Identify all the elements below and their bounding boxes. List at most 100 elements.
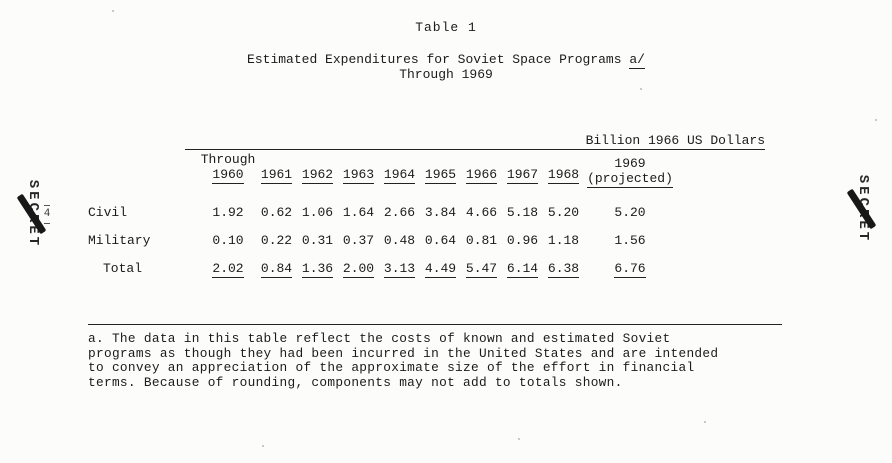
scan-speck [112,10,114,12]
table-cell: 2.66 [379,198,420,226]
col-header-label: 1961 [260,167,293,184]
table-cell: 0.22 [256,226,297,254]
cell-value: 2.66 [383,204,416,220]
cell-value: 5.47 [465,260,498,278]
margin-tick [44,205,50,206]
col-header-1961: 1961 [256,150,297,198]
table-cell: 1.92 [200,198,256,226]
scan-speck [518,438,520,440]
cell-value: 0.81 [465,232,498,248]
footnote-line: programs as though they had been incurre… [88,345,719,361]
title-text: Estimated Expenditures for Soviet Space … [247,52,622,67]
col-header-label: 1964 [383,167,416,184]
cell-value: 3.13 [383,260,416,278]
col-header-line: 1960 [212,167,244,184]
cell-value: 6.76 [614,260,646,278]
cell-value: 5.20 [547,204,580,220]
cell-value: 0.10 [212,232,244,248]
table-cell: 1.36 [297,254,338,282]
col-header-1963: 1963 [338,150,379,198]
table-cell: 0.62 [256,198,297,226]
cell-value: 1.06 [301,204,334,220]
margin-tick [44,223,50,224]
table-cell: 6.76 [584,254,676,282]
cell-value: 1.92 [212,204,244,220]
cell-value: 1.56 [614,232,646,248]
footnote: a. The data in this table reflect the co… [88,324,782,390]
col-header-label: 1966 [465,167,498,184]
scan-speck [875,119,877,121]
col-header-label: 1962 [301,167,334,184]
table-cell: 0.37 [338,226,379,254]
cell-value: 2.00 [342,260,375,278]
cell-value: 1.64 [342,204,375,220]
table-cell: 3.84 [420,198,461,226]
cell-value: 0.31 [301,232,334,248]
table-cell: 2.00 [338,254,379,282]
col-header-label: 1965 [424,167,457,184]
col-header-through-1960: Through 1960 [200,150,256,198]
scan-speck [262,445,264,447]
col-header-label: 1963 [342,167,375,184]
col-header-1964: 1964 [379,150,420,198]
table-cell: 6.38 [543,254,584,282]
table-cell: 5.18 [502,198,543,226]
col-header-line: 1969 [614,156,646,171]
table-cell: 0.31 [297,226,338,254]
units-rule: Billion 1966 US Dollars [185,133,765,150]
footnote-line: to convey an appreciation of the approxi… [88,360,695,375]
table-cell: 5.20 [543,198,584,226]
cell-value: 1.36 [301,260,334,278]
col-header-1966: 1966 [461,150,502,198]
cell-value: 4.49 [424,260,457,278]
cell-value: 0.22 [260,232,293,248]
table-cell: 4.66 [461,198,502,226]
cell-value: 0.48 [383,232,416,248]
cell-value: 5.18 [506,204,539,220]
table-cell: 1.64 [338,198,379,226]
cell-value: 1.18 [547,232,580,248]
cell-value: 6.38 [547,260,580,278]
table-cell: 3.13 [379,254,420,282]
header-spacer [88,150,200,198]
table-cell: 1.56 [584,226,676,254]
cell-value: 0.96 [506,232,539,248]
title-subline: Through 1969 [399,67,493,82]
cell-value: 5.20 [614,204,646,220]
col-header-1969-projected: 1969 (projected) [584,150,676,198]
row-label: Military [88,232,151,248]
header-row: Through 1960 1961 1962 1963 1964 1965 19… [88,150,676,198]
table-cell: 0.48 [379,226,420,254]
col-header-1967: 1967 [502,150,543,198]
table-cell: 0.81 [461,226,502,254]
table-cell: 1.18 [543,226,584,254]
table-label: Table 1 [415,20,477,35]
col-header-label: 1967 [506,167,539,184]
col-header-line: Through [200,152,256,167]
table-row-total: Total 2.02 0.84 1.36 2.00 3.13 4.49 5.47… [88,254,676,282]
document-title: Estimated Expenditures for Soviet Space … [0,52,892,82]
table-cell: 0.84 [256,254,297,282]
col-header-line: (projected) [587,171,673,188]
margin-page-note: 4 [40,202,54,227]
table-cell: 4.49 [420,254,461,282]
cell-value: 0.64 [424,232,457,248]
table-row-civil: Civil 1.92 0.62 1.06 1.64 2.66 3.84 4.66… [88,198,676,226]
secret-stamp-right: SECRET [846,159,877,259]
scan-speck [704,421,706,423]
col-header-1968: 1968 [543,150,584,198]
table-cell: 0.96 [502,226,543,254]
scan-speck [640,88,642,90]
footnote-line: terms. Because of rounding, components m… [88,374,623,390]
col-header-1965: 1965 [420,150,461,198]
footnote-line: a. The data in this table reflect the co… [88,331,671,346]
table-cell: 0.64 [420,226,461,254]
cell-value: 6.14 [506,260,539,278]
cell-value: 2.02 [212,260,244,278]
table-cell: 6.14 [502,254,543,282]
footnote-marker: a/ [629,52,645,69]
table-cell: 5.20 [584,198,676,226]
table-cell: 2.02 [200,254,256,282]
cell-value: 4.66 [465,204,498,220]
